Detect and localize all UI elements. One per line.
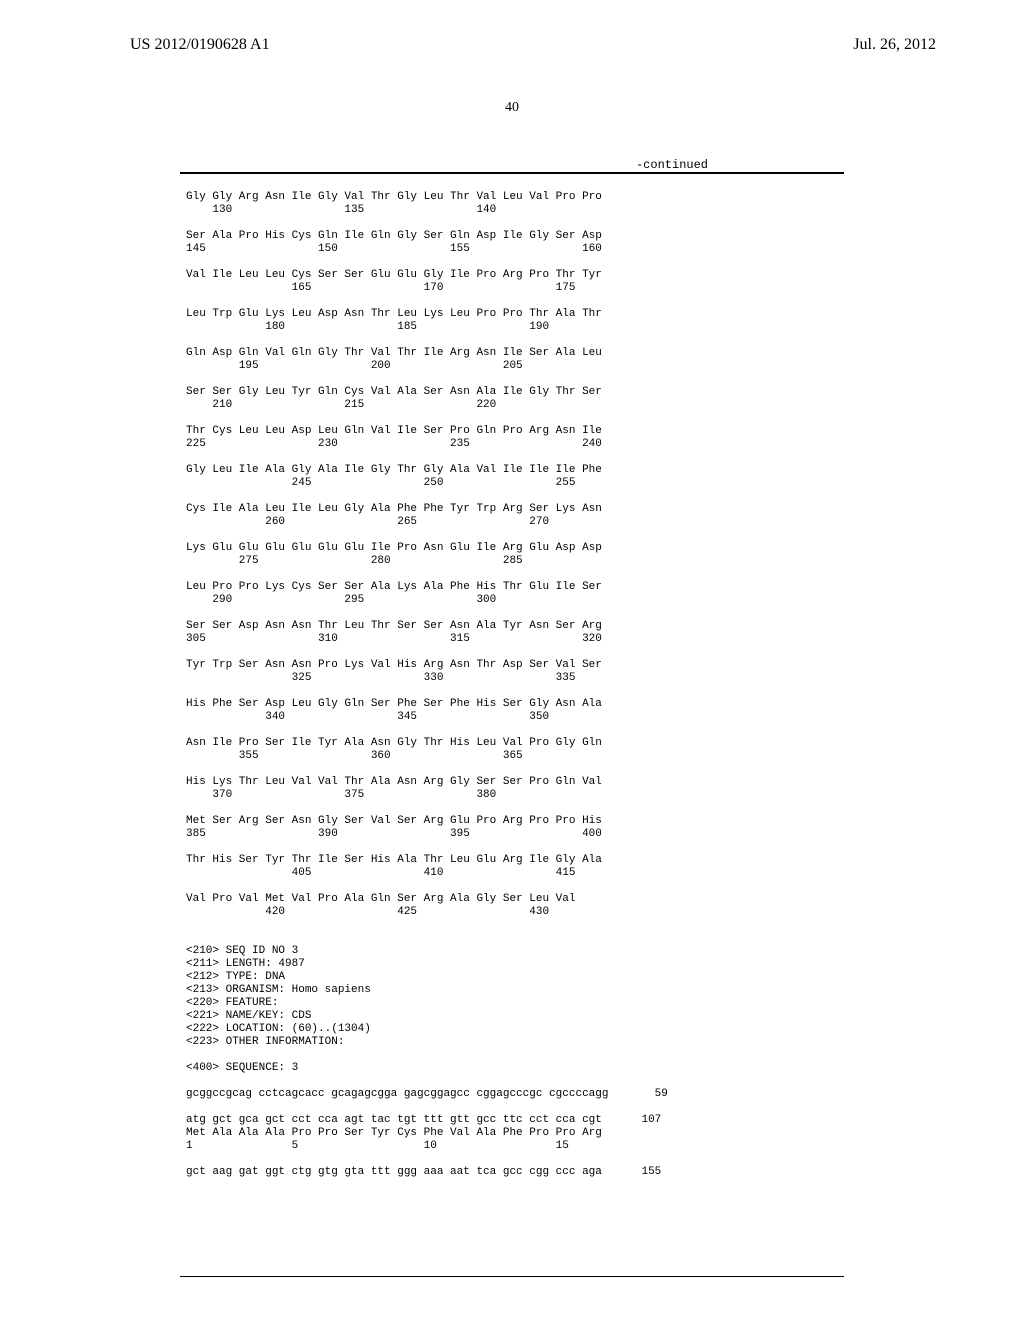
header-pubnum: US 2012/0190628 A1 bbox=[130, 36, 270, 54]
page-number: 40 bbox=[0, 100, 1024, 116]
header-date: Jul. 26, 2012 bbox=[853, 36, 936, 54]
rule-top bbox=[180, 172, 844, 174]
continued-label: -continued bbox=[636, 158, 708, 172]
page: US 2012/0190628 A1 Jul. 26, 2012 40 -con… bbox=[0, 0, 1024, 1320]
sequence-listing: Gly Gly Arg Asn Ile Gly Val Thr Gly Leu … bbox=[186, 191, 668, 1179]
rule-bottom bbox=[180, 1276, 844, 1277]
